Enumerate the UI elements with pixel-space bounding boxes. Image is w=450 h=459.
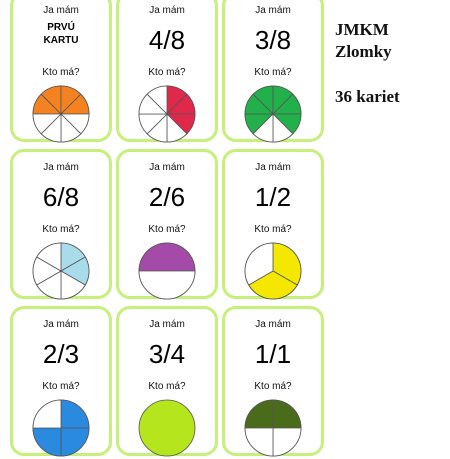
pie-sector [138,270,196,300]
card-bottom-text: Kto má? [42,381,80,392]
card: Ja mám 2/6 Kto má? [116,149,218,300]
card-top-text: Ja mám [149,319,185,330]
card: Ja mám 4/8 Kto má? [116,0,218,143]
fraction-pie [138,85,196,143]
pie-sector-filled [244,399,274,429]
card-main-text: 1/1 [254,339,292,369]
pie-sector [252,113,274,143]
card: Ja mám 2/3 Kto má? [10,306,112,457]
card-top-text: Ja mám [255,162,291,173]
card-top-text: Ja mám [149,162,185,173]
fraction-pie [32,242,90,300]
side-subtitle: Zlomky [335,42,392,61]
pie-sector-filled [32,427,62,457]
card-main-text: 2/6 [148,182,186,212]
pie-sector [138,399,196,457]
pie-sector [272,427,302,457]
pie-sector [32,113,62,135]
card-bottom-text: Kto má? [42,224,80,235]
card-main-text: 3/8 [254,25,292,55]
pie-sector [244,242,274,286]
card-main-text: 1/2 [254,182,292,212]
pie-sector-filled [60,427,90,457]
side-title: JMKM [335,20,389,39]
card-bottom-text: Kto má? [148,67,186,78]
fraction-pie [244,242,302,300]
pie-sector-filled [60,399,90,429]
card: Ja mám 3/8 Kto má? [222,0,324,143]
card: Ja mám 1/2 Kto má? [222,149,324,300]
card-main-text: 4/8 [148,25,186,55]
card-bottom-text: Kto má? [254,67,292,78]
fraction-pie [32,85,90,143]
pie-sector-filled [248,270,298,300]
card-main-text: 6/8 [42,182,80,212]
card-count: 36 kariet [335,87,400,106]
pie-sector-filled [272,242,302,286]
card: Ja mám 6/8 Kto má? [10,149,112,300]
card-top-text: Ja mám [255,319,291,330]
card-top-text: Ja mám [149,5,185,16]
card-bottom-text: Kto má? [254,224,292,235]
pie-sector [146,85,168,115]
pie-sector-filled [272,399,302,429]
card-top-text: Ja mám [43,5,79,16]
card-bottom-text: Kto má? [148,381,186,392]
card-top-text: Ja mám [255,5,291,16]
card-main-text: 3/4 [148,339,186,369]
pie-sector [32,399,62,429]
card-bottom-text: Kto má? [42,67,80,78]
fraction-pie [32,399,90,457]
card-top-text: Ja mám [43,162,79,173]
card-main-text: 2/3 [42,339,80,369]
card-bottom-text: Kto má? [148,224,186,235]
card: Ja mám 3/4 Kto má? [116,306,218,457]
fraction-pie [244,85,302,143]
card: Ja mám PRVÚ KARTU Kto má? [10,0,112,143]
pie-sector-filled [138,242,196,272]
card: Ja mám 1/1 Kto má? [222,306,324,457]
fraction-pie [244,399,302,457]
pie-sector [244,427,274,457]
card-top-text: Ja mám [43,319,79,330]
pie-sector [36,242,62,272]
card-main-text: PRVÚ KARTU [43,22,79,46]
fraction-pie [138,242,196,300]
card-bottom-text: Kto má? [254,381,292,392]
